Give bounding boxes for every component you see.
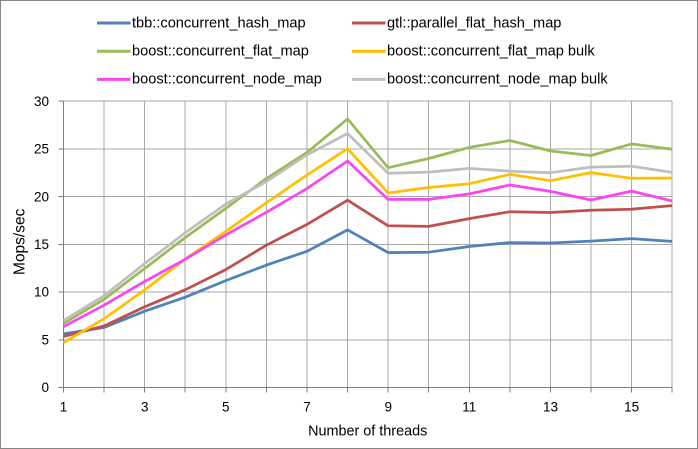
svg-text:20: 20 [34, 189, 49, 204]
svg-text:9: 9 [384, 400, 392, 415]
svg-text:3: 3 [141, 400, 149, 415]
svg-text:boost::concurrent_flat_map: boost::concurrent_flat_map [132, 44, 309, 60]
svg-text:Mops/sec: Mops/sec [12, 208, 29, 275]
svg-text:boost::concurrent_node_map bul: boost::concurrent_node_map bulk [387, 72, 608, 88]
svg-text:10: 10 [34, 285, 49, 300]
svg-text:0: 0 [41, 380, 49, 395]
svg-text:7: 7 [303, 400, 311, 415]
svg-text:Number of threads: Number of threads [308, 424, 427, 440]
svg-text:tbb::concurrent_hash_map: tbb::concurrent_hash_map [132, 15, 306, 31]
svg-text:5: 5 [41, 332, 49, 347]
svg-text:1: 1 [60, 400, 68, 415]
svg-text:11: 11 [462, 400, 476, 415]
svg-text:gtl::parallel_flat_hash_map: gtl::parallel_flat_hash_map [387, 15, 561, 31]
svg-text:boost::concurrent_node_map: boost::concurrent_node_map [132, 72, 322, 88]
svg-text:13: 13 [543, 400, 558, 415]
svg-text:25: 25 [34, 142, 49, 157]
svg-text:30: 30 [34, 94, 49, 109]
svg-text:15: 15 [34, 237, 49, 252]
svg-text:5: 5 [222, 400, 230, 415]
svg-text:boost::concurrent_flat_map bul: boost::concurrent_flat_map bulk [387, 44, 595, 60]
svg-text:15: 15 [624, 400, 639, 415]
